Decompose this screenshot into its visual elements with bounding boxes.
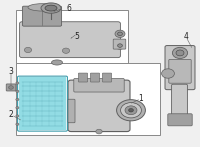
Circle shape — [16, 90, 19, 92]
Circle shape — [16, 123, 19, 125]
Text: 5: 5 — [75, 31, 79, 41]
Ellipse shape — [41, 3, 61, 13]
Text: 6: 6 — [67, 4, 71, 13]
FancyBboxPatch shape — [22, 6, 62, 26]
FancyBboxPatch shape — [168, 114, 192, 126]
FancyBboxPatch shape — [16, 10, 128, 65]
Circle shape — [118, 32, 122, 36]
FancyBboxPatch shape — [169, 59, 191, 83]
Circle shape — [16, 107, 19, 109]
Circle shape — [172, 47, 188, 59]
Circle shape — [16, 82, 19, 84]
FancyBboxPatch shape — [90, 73, 100, 82]
Circle shape — [115, 42, 125, 49]
FancyBboxPatch shape — [74, 78, 124, 92]
FancyBboxPatch shape — [102, 73, 112, 82]
Text: 3: 3 — [9, 67, 13, 76]
Circle shape — [24, 47, 32, 53]
Circle shape — [117, 100, 145, 121]
FancyBboxPatch shape — [16, 63, 160, 135]
FancyBboxPatch shape — [20, 22, 120, 58]
Circle shape — [16, 115, 19, 117]
FancyBboxPatch shape — [78, 73, 88, 82]
Circle shape — [129, 108, 133, 112]
Circle shape — [96, 129, 102, 134]
Circle shape — [16, 98, 19, 101]
FancyBboxPatch shape — [113, 39, 126, 49]
FancyBboxPatch shape — [19, 77, 66, 130]
FancyBboxPatch shape — [68, 80, 130, 132]
FancyBboxPatch shape — [6, 84, 16, 91]
Circle shape — [121, 103, 141, 118]
FancyBboxPatch shape — [68, 99, 75, 123]
Circle shape — [9, 86, 13, 89]
FancyBboxPatch shape — [165, 46, 195, 90]
Circle shape — [118, 44, 122, 47]
Text: 1: 1 — [139, 94, 143, 103]
Circle shape — [62, 48, 70, 53]
Ellipse shape — [45, 5, 57, 11]
FancyBboxPatch shape — [172, 84, 187, 119]
Ellipse shape — [28, 4, 56, 11]
Circle shape — [176, 50, 184, 56]
Circle shape — [115, 30, 125, 37]
Ellipse shape — [51, 60, 62, 65]
Text: 4: 4 — [184, 32, 188, 41]
Circle shape — [125, 106, 137, 115]
Circle shape — [162, 69, 174, 78]
Text: 2: 2 — [9, 110, 13, 119]
